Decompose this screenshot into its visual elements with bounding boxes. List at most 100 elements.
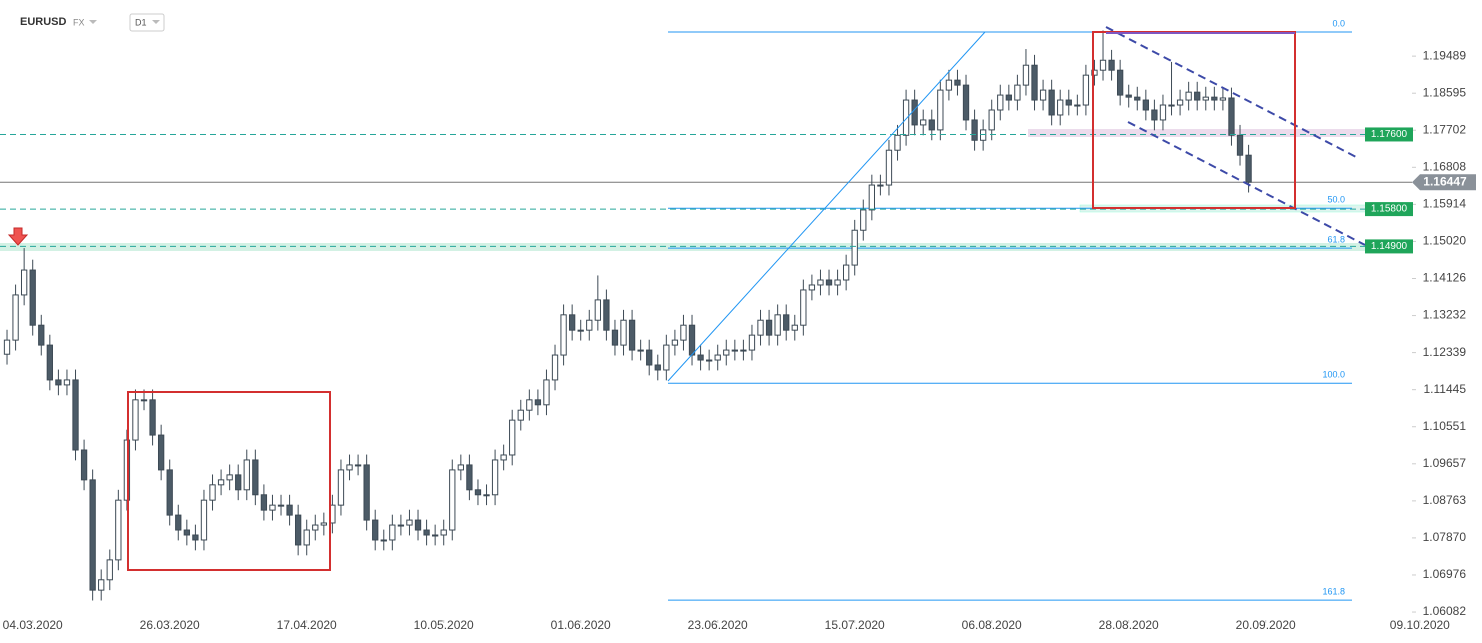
candle-body <box>543 379 550 406</box>
drawings <box>7 26 1366 571</box>
candle-body <box>757 319 764 336</box>
candle-body <box>423 529 430 536</box>
candle-body <box>243 459 250 491</box>
candle-body <box>372 519 379 541</box>
candle-body <box>440 529 447 536</box>
candle-body <box>1176 99 1184 106</box>
candle-body <box>337 469 345 506</box>
candle-body <box>783 314 790 331</box>
y-tick-label: 1.09657 <box>1423 456 1467 470</box>
candle-body <box>825 279 833 286</box>
interval: D1 <box>135 17 147 27</box>
fib-label: 61.8 <box>1327 234 1345 244</box>
level-label-box <box>1365 239 1413 254</box>
candle-body <box>89 479 96 591</box>
trend-line <box>667 31 986 382</box>
fib-label: 0.0 <box>1332 18 1345 28</box>
candle-body <box>637 349 644 352</box>
level-label: 1.14900 <box>1371 241 1408 252</box>
candle-body <box>466 464 473 491</box>
y-tick-label: 1.17702 <box>1423 122 1467 136</box>
candle-body <box>748 334 756 351</box>
candle-body <box>312 524 319 531</box>
candle-body <box>1228 97 1235 136</box>
dropdown-icon[interactable] <box>89 20 97 24</box>
candle-body <box>123 439 131 501</box>
candle-body <box>663 344 670 371</box>
candle-body <box>509 419 516 456</box>
y-tick-label: 1.18595 <box>1423 85 1467 99</box>
candle-body <box>902 99 910 136</box>
candle-body <box>63 379 71 386</box>
candle-body <box>1039 89 1047 101</box>
candle-body <box>1142 99 1149 111</box>
level-label: 1.17600 <box>1371 129 1408 140</box>
y-tick-label: 1.07870 <box>1423 530 1467 544</box>
candle-body <box>834 279 841 286</box>
candle-body <box>962 84 970 121</box>
level-label-box <box>1365 202 1413 217</box>
candle-body <box>363 464 370 521</box>
y-tick-label: 1.06976 <box>1423 567 1467 581</box>
fib-label: 50.0 <box>1327 195 1345 205</box>
y-tick-label: 1.13232 <box>1423 308 1467 322</box>
candle-body <box>800 289 807 326</box>
candle-body <box>1116 69 1124 96</box>
dropdown-icon[interactable] <box>152 20 160 24</box>
candle-body <box>1211 96 1218 101</box>
candle-body <box>72 379 79 451</box>
candle-body <box>260 494 268 511</box>
sell-arrow <box>7 227 29 246</box>
candle-body <box>1219 97 1227 101</box>
candle-body <box>286 504 293 516</box>
x-tick-label: 15.07.2020 <box>825 618 885 632</box>
interval-select[interactable] <box>129 13 165 32</box>
candle-body <box>397 524 405 527</box>
candle-body <box>731 349 738 352</box>
candle-body <box>294 514 302 546</box>
candle-body <box>354 464 362 467</box>
candle-body <box>303 529 310 546</box>
candle-body <box>628 319 636 351</box>
candle-body <box>1134 96 1141 101</box>
candle-body <box>1108 59 1115 71</box>
channel-line <box>1105 26 1359 159</box>
candle-body <box>885 149 893 186</box>
candle-body <box>500 454 507 461</box>
candle-body <box>945 79 953 91</box>
candle-body <box>817 279 824 286</box>
support-band <box>0 243 1412 251</box>
candle-body <box>611 329 619 346</box>
current-price-tag <box>1412 174 1476 191</box>
candle-body <box>586 319 593 331</box>
candle-body <box>988 109 995 131</box>
y-tick-label: 1.15020 <box>1423 234 1467 248</box>
y-tick-label: 1.14126 <box>1423 271 1467 285</box>
candle-body <box>252 459 259 496</box>
candle-body <box>457 464 464 471</box>
candle-body <box>697 354 704 361</box>
candle-body <box>997 94 1004 111</box>
candle-body <box>1125 94 1132 98</box>
y-tick-label: 1.06082 <box>1423 604 1467 618</box>
candle-body <box>1202 96 1209 101</box>
y-tick-label: 1.15914 <box>1423 197 1467 211</box>
x-tick-label: 01.06.2020 <box>551 618 611 632</box>
candle-body <box>714 354 721 361</box>
y-tick-label: 1.11445 <box>1424 382 1467 396</box>
candle-body <box>483 494 490 497</box>
candle-body <box>688 324 696 356</box>
candle-body <box>132 399 139 441</box>
resistance-band <box>1028 129 1412 137</box>
candle-body <box>55 379 62 386</box>
candle-body <box>1151 109 1158 121</box>
candle-body <box>157 434 165 471</box>
candle-body <box>808 284 816 291</box>
candle-body <box>474 489 482 496</box>
candle-body <box>1005 94 1012 101</box>
x-tick-label: 10.05.2020 <box>414 618 474 632</box>
candle-body <box>671 339 679 346</box>
candle-body <box>449 469 456 531</box>
candle-body <box>1057 99 1064 116</box>
